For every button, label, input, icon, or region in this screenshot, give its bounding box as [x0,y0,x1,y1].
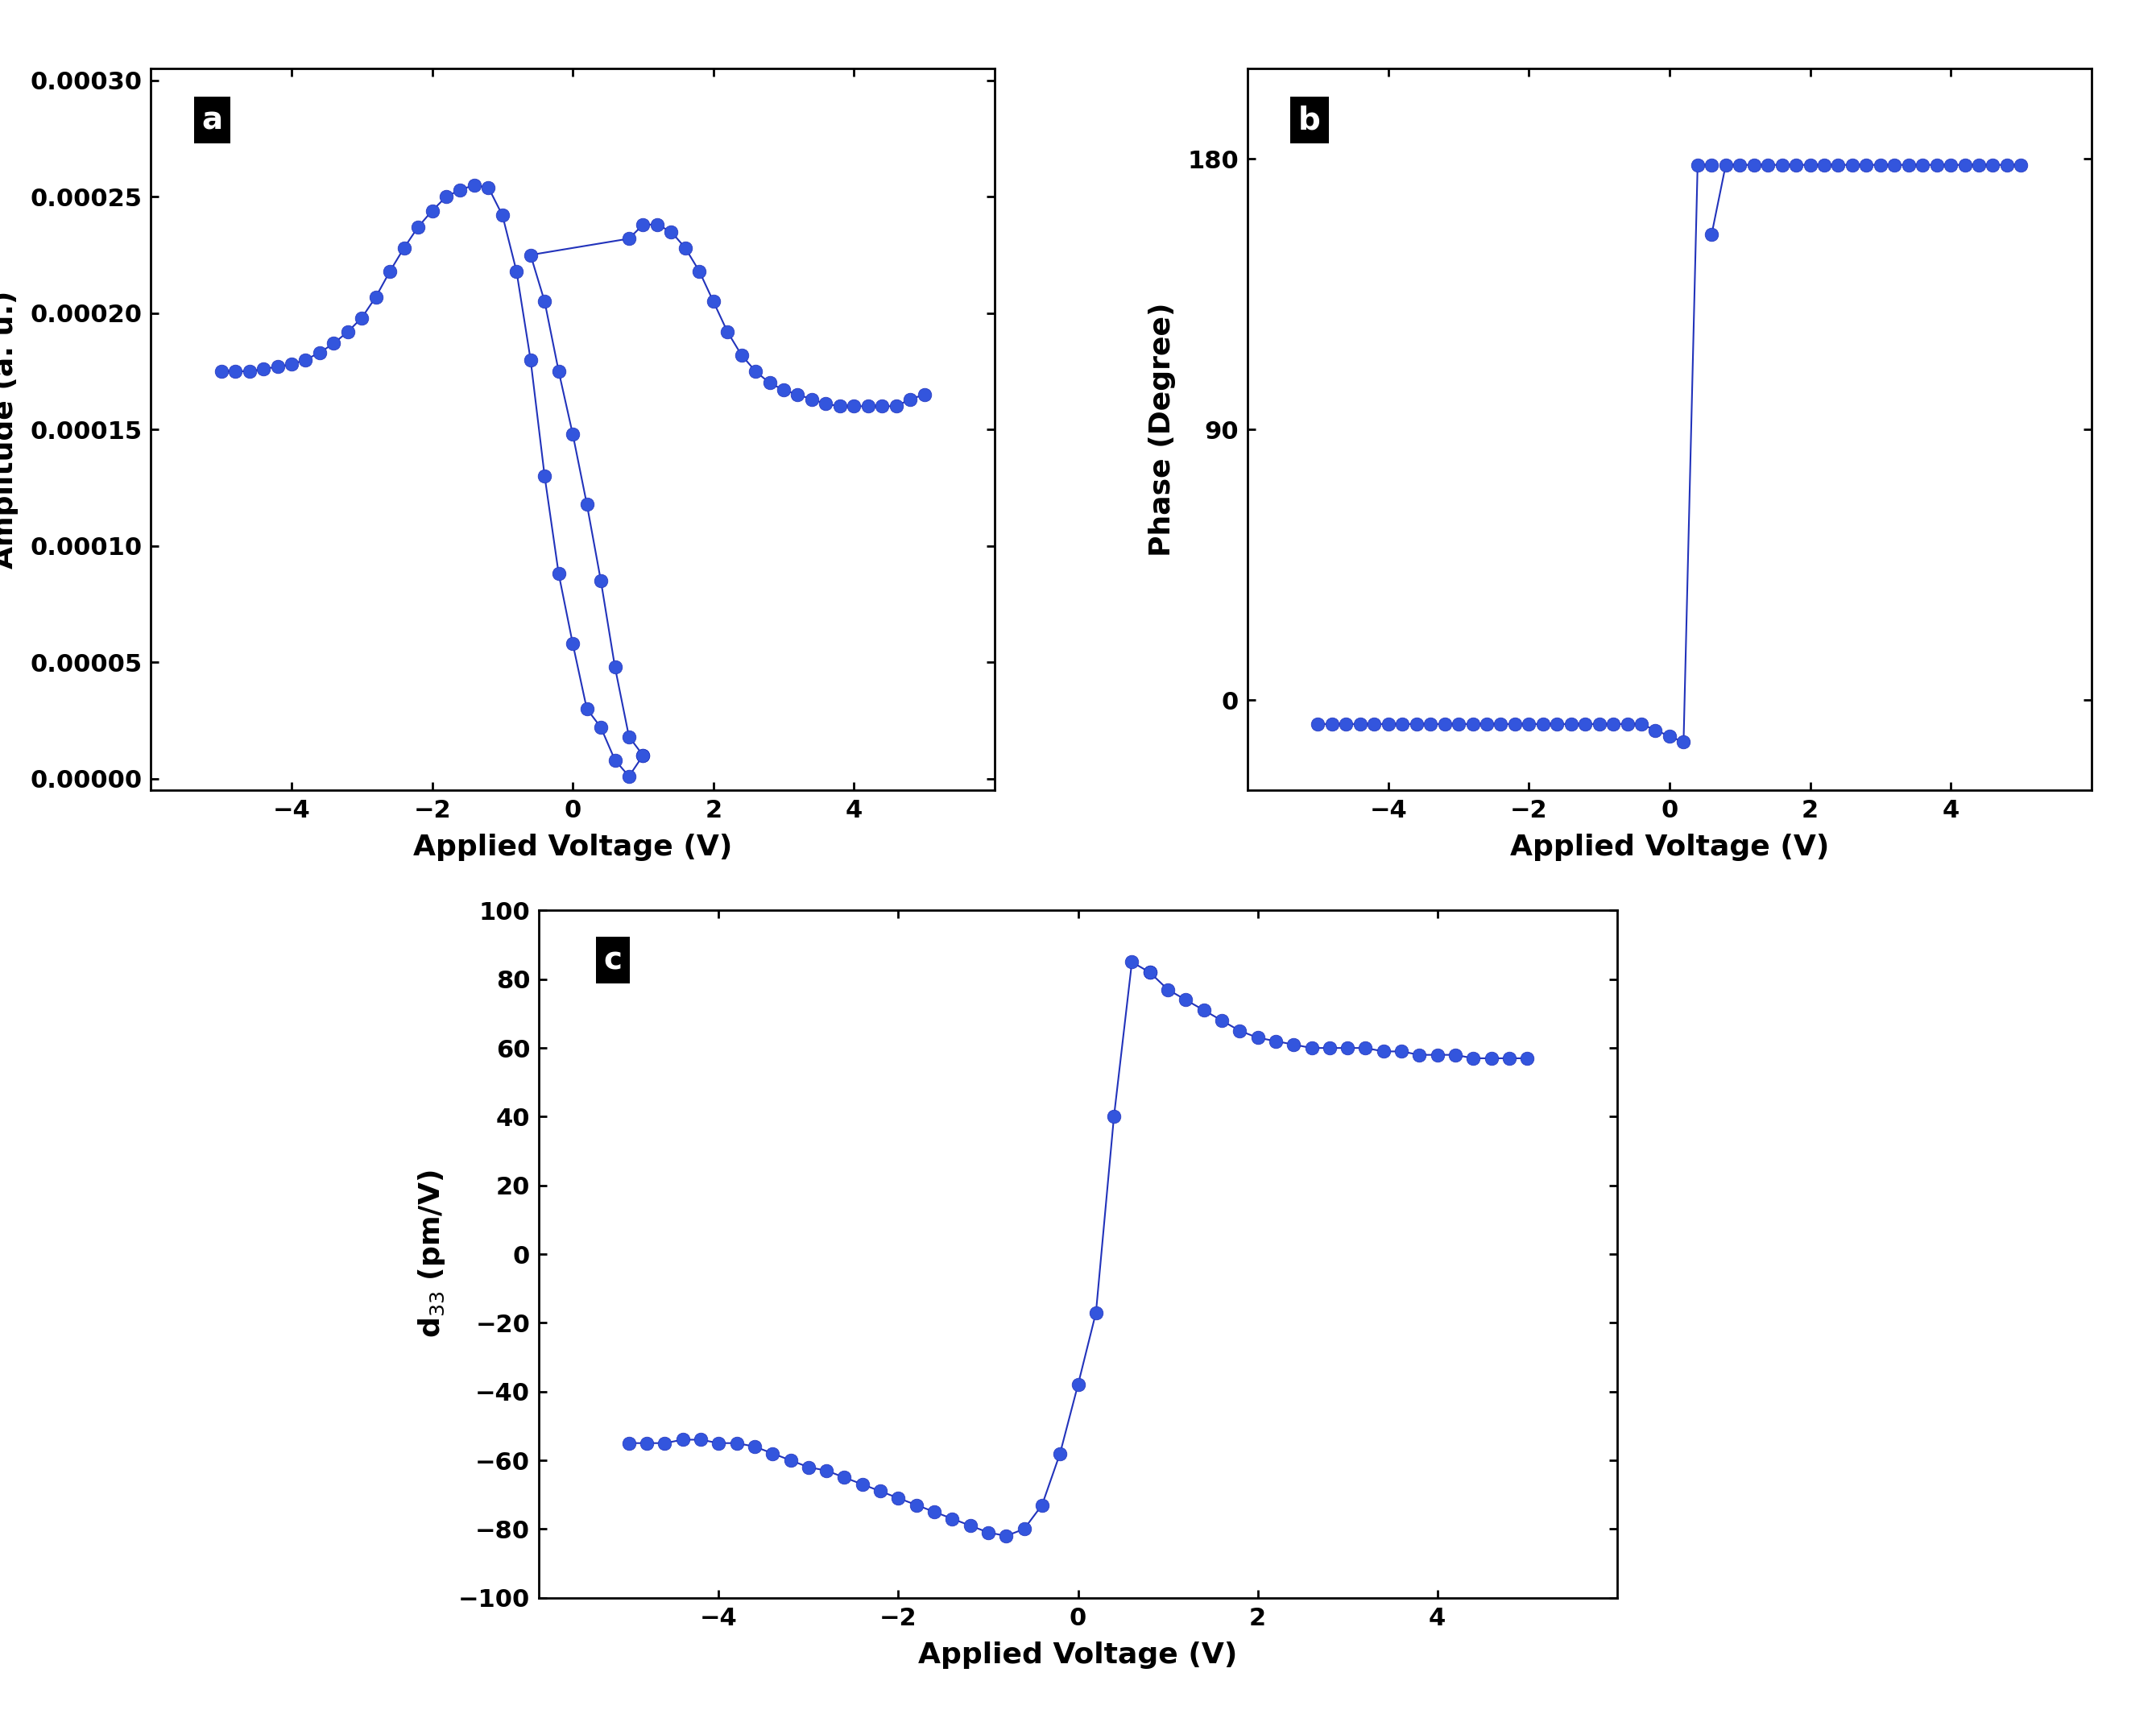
Text: c: c [604,945,623,976]
X-axis label: Applied Voltage (V): Applied Voltage (V) [414,833,733,861]
X-axis label: Applied Voltage (V): Applied Voltage (V) [918,1641,1238,1668]
Y-axis label: d$_{33}$ (pm/V): d$_{33}$ (pm/V) [416,1170,446,1338]
X-axis label: Applied Voltage (V): Applied Voltage (V) [1509,833,1828,861]
Text: b: b [1298,105,1322,136]
Y-axis label: Amplitude (a. u.): Amplitude (a. u.) [0,290,19,569]
Y-axis label: Phase (Degree): Phase (Degree) [1149,302,1177,557]
Text: a: a [201,105,222,136]
